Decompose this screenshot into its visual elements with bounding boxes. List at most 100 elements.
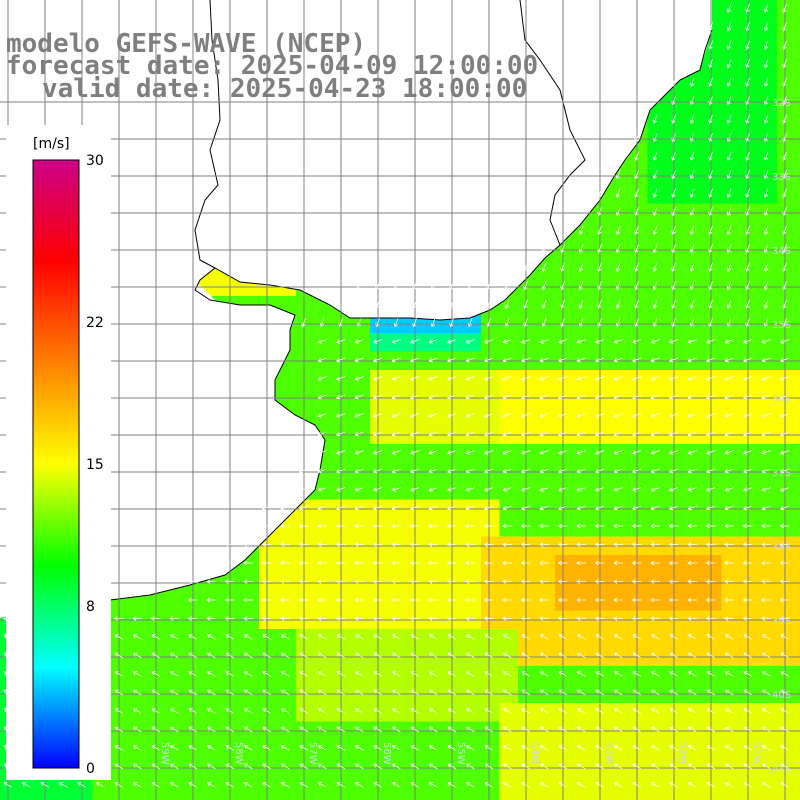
wind-cell xyxy=(536,592,556,611)
wind-arrow xyxy=(594,616,605,621)
wind-arrow xyxy=(521,671,531,677)
wind-cell xyxy=(314,407,334,426)
wind-cell xyxy=(536,666,556,685)
wind-arrow xyxy=(188,763,198,770)
wind-cell xyxy=(92,795,112,800)
wind-arrow xyxy=(613,413,623,418)
wind-cell xyxy=(647,333,667,352)
wind-arrow xyxy=(410,450,420,455)
wind-arrow xyxy=(539,745,549,751)
wind-arrow xyxy=(668,523,679,529)
wind-arrow xyxy=(632,634,642,640)
wind-arrow xyxy=(539,689,549,696)
wind-cell xyxy=(333,407,352,426)
wind-arrow xyxy=(782,114,787,124)
wind-arrow xyxy=(558,763,568,770)
wind-arrow xyxy=(262,763,272,770)
wind-cell xyxy=(425,592,445,611)
wind-cell xyxy=(129,777,149,796)
wind-arrow xyxy=(372,597,383,603)
wind-arrow xyxy=(372,616,383,621)
wind-cell xyxy=(777,333,796,352)
wind-cell xyxy=(703,296,722,315)
wind-cell xyxy=(444,444,463,463)
wind-arrow xyxy=(114,671,124,677)
wind-arrow xyxy=(726,281,732,291)
wind-cell xyxy=(444,703,463,722)
wind-cell xyxy=(370,333,389,352)
wind-cell xyxy=(684,296,704,315)
wind-arrow xyxy=(595,782,605,788)
wind-cell xyxy=(259,703,278,722)
wind-arrow xyxy=(724,413,734,418)
wind-arrow xyxy=(225,689,235,696)
wind-cell xyxy=(0,777,19,796)
wind-cell xyxy=(795,37,800,56)
wind-arrow xyxy=(782,262,787,272)
wind-cell xyxy=(481,629,500,648)
wind-cell xyxy=(203,666,223,685)
wind-arrow xyxy=(484,487,494,492)
wind-arrow xyxy=(763,133,769,143)
wind-cell xyxy=(777,296,796,315)
wind-cell xyxy=(388,333,408,352)
wind-arrow xyxy=(613,726,623,733)
wind-cell xyxy=(684,795,704,800)
wind-arrow xyxy=(650,542,660,547)
wind-arrow xyxy=(650,763,660,770)
wind-arrow xyxy=(391,394,401,400)
wind-arrow xyxy=(224,597,235,603)
wind-arrow xyxy=(465,376,475,381)
wind-arrow xyxy=(354,450,364,455)
wind-cell xyxy=(721,703,741,722)
wind-arrow xyxy=(671,318,676,328)
wind-arrow xyxy=(539,616,549,621)
wind-arrow xyxy=(539,487,549,492)
wind-cell xyxy=(795,370,800,389)
wind-cell xyxy=(610,629,630,648)
wind-arrow xyxy=(669,782,679,788)
wind-arrow xyxy=(373,689,383,696)
wind-arrow xyxy=(705,579,716,584)
wind-arrow xyxy=(576,468,586,474)
wind-arrow xyxy=(576,431,586,437)
wind-cell xyxy=(647,592,667,611)
wind-arrow xyxy=(428,394,438,400)
wind-cell xyxy=(481,740,500,759)
wind-arrow xyxy=(578,244,584,254)
wind-arrow xyxy=(151,652,161,659)
wind-cell xyxy=(795,222,800,241)
wind-arrow xyxy=(558,339,568,344)
wind-arrow xyxy=(743,726,753,733)
wind-arrow xyxy=(484,763,494,770)
wind-arrow xyxy=(335,616,346,621)
wind-cell xyxy=(425,795,445,800)
wind-cell xyxy=(536,777,556,796)
wind-arrow xyxy=(687,487,697,492)
wind-arrow xyxy=(669,413,679,418)
wind-arrow xyxy=(613,523,623,529)
wind-arrow xyxy=(151,782,161,788)
wind-arrow xyxy=(724,468,734,474)
wind-arrow xyxy=(21,782,31,788)
wind-arrow xyxy=(761,542,771,547)
wind-arrow xyxy=(447,339,457,344)
wind-cell xyxy=(684,666,704,685)
wind-arrow xyxy=(317,413,327,418)
wind-arrow xyxy=(671,299,676,309)
wind-arrow xyxy=(484,450,494,455)
wind-arrow xyxy=(206,616,216,621)
wind-cell xyxy=(740,185,759,204)
wind-arrow xyxy=(261,523,272,529)
wind-cell xyxy=(703,777,722,796)
wind-cell xyxy=(277,666,297,685)
wind-cell xyxy=(407,444,426,463)
wind-arrow xyxy=(594,542,605,547)
wind-cell xyxy=(777,55,796,75)
wind-arrow xyxy=(428,597,438,603)
wind-arrow xyxy=(410,745,420,751)
wind-arrow xyxy=(393,299,399,309)
wind-arrow xyxy=(262,671,272,677)
wind-arrow xyxy=(743,357,753,363)
wind-cell xyxy=(758,703,778,722)
